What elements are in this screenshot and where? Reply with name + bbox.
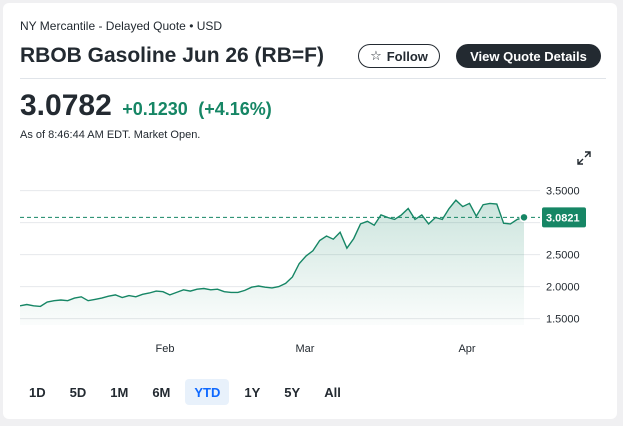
exchange-info: NY Mercantile - Delayed Quote • USD <box>20 19 223 33</box>
as-of-timestamp: As of 8:46:44 AM EDT. Market Open. <box>20 129 201 141</box>
follow-label: Follow <box>386 48 428 64</box>
title-row: RBOB Gasoline Jun 26 (RB=F) ☆ Follow Vie… <box>20 41 610 75</box>
current-price-label: 3.0821 <box>546 212 580 224</box>
current-price-dot <box>519 212 529 223</box>
range-selector: 1D 5D 1M 6M YTD 1Y 5Y All <box>20 379 356 405</box>
range-button-1d[interactable]: 1D <box>29 384 46 400</box>
view-quote-details-button[interactable]: View Quote Details <box>456 44 601 68</box>
range-button-all[interactable]: All <box>324 384 341 400</box>
x-tick-label: Feb <box>156 343 175 355</box>
price-change: +0.1230 <box>122 99 188 119</box>
x-axis-labels: Feb Mar Apr <box>156 343 476 355</box>
page-title: RBOB Gasoline Jun 26 (RB=F) <box>20 44 324 67</box>
x-tick-label: Apr <box>458 343 475 355</box>
header-divider <box>20 78 606 79</box>
range-button-1y[interactable]: 1Y <box>244 384 261 400</box>
range-button-6m[interactable]: 6M <box>152 384 171 400</box>
quote-card: NY Mercantile - Delayed Quote • USD RBOB… <box>3 3 617 419</box>
chart-area <box>20 200 524 325</box>
price-change-percent: (+4.16%) <box>198 99 272 119</box>
follow-button[interactable]: ☆ Follow <box>358 44 440 68</box>
range-button-1m[interactable]: 1M <box>110 384 129 400</box>
chart-line <box>20 199 525 308</box>
range-button-ytd[interactable]: YTD <box>185 379 230 405</box>
y-tick-label: 2.5000 <box>546 250 580 262</box>
star-icon: ☆ <box>370 48 382 63</box>
expand-icon[interactable] <box>577 151 591 165</box>
range-button-5d[interactable]: 5D <box>69 384 87 400</box>
y-tick-label: 1.5000 <box>546 314 580 326</box>
price-row: 3.0782 +0.1230 (+4.16%) <box>20 89 272 125</box>
x-tick-label: Mar <box>296 343 315 355</box>
price: 3.0782 <box>20 89 112 122</box>
y-tick-label: 2.0000 <box>546 282 580 294</box>
current-price-badge <box>542 207 586 228</box>
y-tick-label: 3.5000 <box>546 186 580 198</box>
range-button-5y[interactable]: 5Y <box>284 384 301 400</box>
